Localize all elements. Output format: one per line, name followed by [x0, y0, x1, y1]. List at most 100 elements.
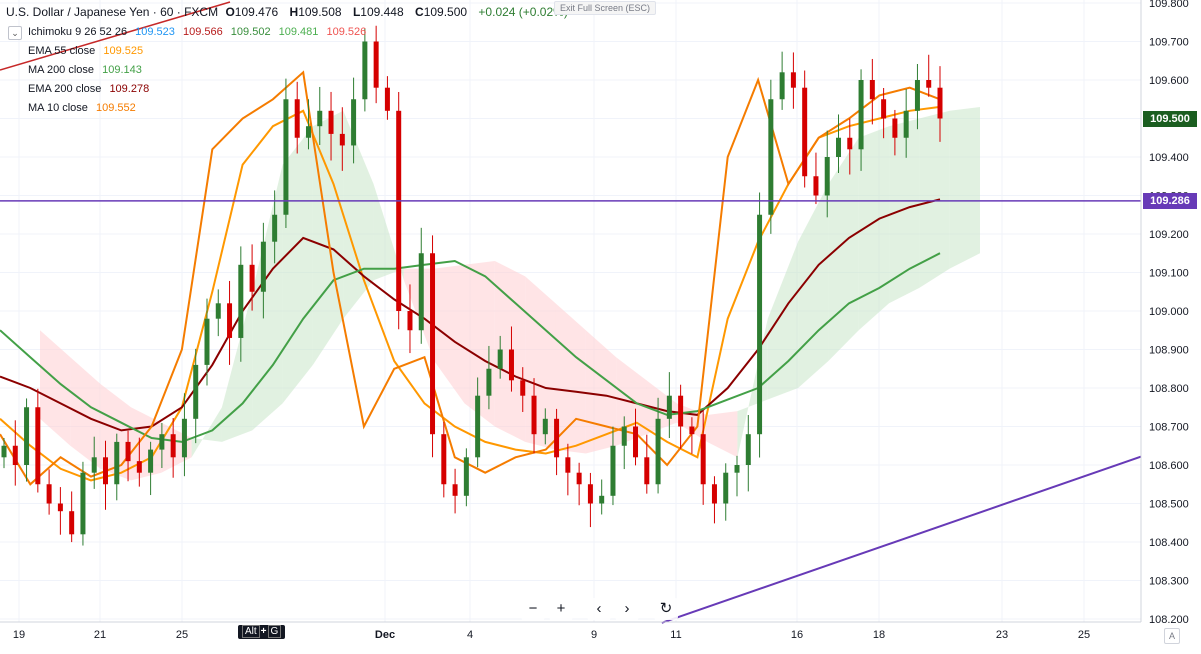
candle-body	[396, 110, 402, 311]
candle-body	[362, 41, 368, 100]
cloud-segment	[282, 126, 313, 404]
candle-body	[80, 472, 86, 535]
candle-body	[91, 457, 97, 473]
auto-scale-button[interactable]: A	[1164, 628, 1180, 644]
price-tick-label: 109.800	[1149, 0, 1189, 10]
reset-chart-button[interactable]: ↻	[654, 598, 678, 620]
ohlc-close: C109.500	[415, 5, 468, 19]
candle-body	[678, 395, 684, 427]
candle-body	[328, 110, 334, 134]
candle-body	[745, 434, 751, 465]
candle-body	[655, 418, 661, 485]
candle-body	[57, 503, 63, 512]
candle-body	[711, 484, 717, 504]
cloud-segment	[100, 384, 131, 481]
trendline	[661, 454, 1145, 624]
candle-body	[373, 41, 379, 88]
price-tick-label: 108.300	[1149, 576, 1189, 588]
price-tick-label: 109.000	[1149, 306, 1189, 318]
legend-ema55[interactable]: EMA 55 close 109.525	[28, 45, 144, 57]
time-tick-label: 9	[591, 629, 597, 641]
time-tick-label: 25	[176, 629, 188, 641]
time-tick-label: 4	[467, 629, 473, 641]
ichimoku-span-a-value: 109.481	[278, 26, 319, 38]
candle-body	[24, 407, 30, 465]
candle-body	[621, 426, 627, 446]
candle-body	[452, 484, 458, 496]
exit-fullscreen-button[interactable]: Exit Full Screen (ESC)	[554, 1, 657, 15]
candle-body	[1, 445, 7, 458]
candle-body	[644, 457, 650, 485]
candle-body	[937, 87, 943, 119]
overlay-lines	[0, 1, 1145, 624]
horizontal-line-price-tag: 109.286	[1143, 192, 1197, 209]
price-tick-label: 108.600	[1149, 460, 1189, 472]
ohlc-open: O109.476	[225, 5, 279, 19]
time-tick-label: 18	[873, 629, 885, 641]
candle-body	[238, 264, 244, 338]
candle-body	[114, 441, 120, 485]
price-tick-label: 108.500	[1149, 499, 1189, 511]
candle-body	[779, 72, 785, 100]
symbol-title: U.S. Dollar / Japanese Yen · 60 · FXCM	[6, 5, 219, 19]
candle-body	[858, 80, 864, 150]
candle-body	[734, 465, 740, 473]
zoom-out-button[interactable]: −	[521, 598, 545, 620]
ichimoku-lagging-value: 109.502	[230, 26, 271, 38]
candle-body	[847, 137, 853, 150]
candle-body	[914, 80, 920, 111]
cloud-segment	[130, 407, 162, 481]
legend-ma10[interactable]: MA 10 close 109.552	[28, 102, 136, 114]
candle-body	[757, 214, 763, 435]
candle-body	[576, 472, 582, 485]
candle-body	[926, 80, 932, 88]
candle-body	[305, 126, 311, 138]
cloud-segment	[585, 330, 617, 454]
grid	[0, 0, 1141, 622]
candle-body	[813, 176, 819, 196]
candle-body	[903, 110, 909, 138]
candle-body	[463, 457, 469, 496]
candle-body	[249, 264, 255, 292]
candle-body	[125, 441, 131, 462]
candle-body	[294, 99, 300, 138]
candle-body	[869, 80, 875, 100]
zoom-in-button[interactable]: +	[549, 598, 573, 620]
candle-body	[181, 418, 187, 458]
ohlc-low: L109.448	[352, 5, 404, 19]
scroll-left-button[interactable]: ‹	[587, 598, 611, 620]
legend-ema200[interactable]: EMA 200 close 109.278	[28, 83, 150, 95]
moving-averages	[0, 70, 941, 486]
cloud-segment	[70, 357, 101, 469]
candle-body	[700, 434, 706, 485]
cloud-segment	[889, 118, 920, 304]
candle-body	[768, 99, 774, 215]
candle-body	[531, 395, 537, 435]
cloud-segment	[373, 183, 404, 281]
cloud-segment	[434, 264, 465, 404]
cloud-segment	[858, 126, 890, 331]
keyboard-shortcut-hint: Alt + G	[238, 625, 286, 639]
candle-body	[508, 349, 514, 381]
price-tick-label: 108.200	[1149, 614, 1189, 626]
candle-body	[802, 87, 808, 177]
candle-body	[215, 303, 221, 319]
legend-ichimoku[interactable]: Ichimoku 9 26 52 26 109.523 109.566 109.…	[28, 26, 367, 38]
candle-body	[565, 457, 571, 473]
candle-body	[599, 495, 605, 504]
legend-ma200[interactable]: MA 200 close 109.143	[28, 64, 142, 76]
cloud-segment	[252, 164, 283, 431]
candle-body	[136, 461, 142, 473]
cloud-segment	[525, 276, 556, 450]
price-tick-label: 108.800	[1149, 383, 1189, 395]
time-axis[interactable]: 19 21 25 Dec 4 9 11 16 18 23 25	[13, 629, 1090, 641]
cloud-segment	[221, 291, 253, 442]
candle-body	[892, 118, 898, 138]
candle-body	[881, 99, 887, 119]
price-tick-label: 108.700	[1149, 422, 1189, 434]
line-ma-10-close	[0, 70, 941, 486]
scroll-right-button[interactable]: ›	[615, 598, 639, 620]
time-tick-label: 16	[791, 629, 803, 641]
collapse-legend-button[interactable]: ⌄	[8, 26, 22, 40]
